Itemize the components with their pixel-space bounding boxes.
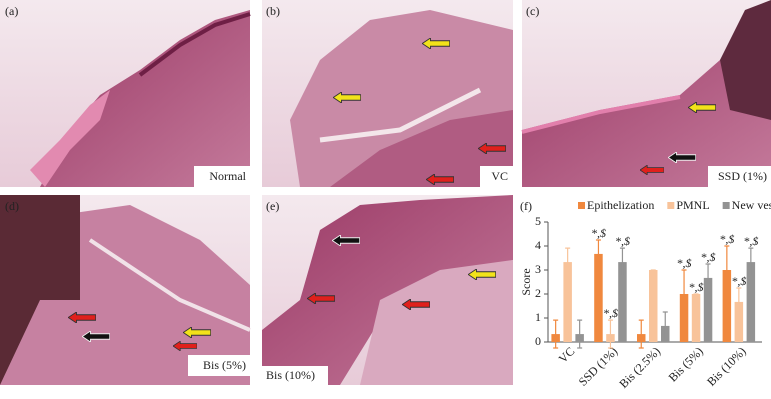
- error-bar: [619, 247, 625, 277]
- bar: [618, 262, 627, 342]
- significance-label: *,$: [689, 280, 704, 294]
- panel-a-image: [0, 0, 251, 187]
- caption-box: [188, 355, 250, 376]
- bar: [594, 253, 603, 342]
- panel-b-image: [262, 0, 513, 187]
- y-tick-label: 2: [535, 286, 541, 300]
- panel-caption: Bis (5%): [203, 358, 246, 372]
- y-tick-label: 1: [535, 310, 541, 324]
- legend-swatch: [722, 202, 730, 209]
- error-bar: [638, 319, 644, 349]
- error-bar: [724, 245, 730, 295]
- bar: [703, 277, 713, 342]
- error-bar: [681, 269, 687, 319]
- y-tick-label: 3: [535, 262, 541, 276]
- x-tick-label: Bis (2.5%): [616, 344, 663, 391]
- y-tick-label: 5: [535, 214, 541, 228]
- legend-label: PMNL: [676, 198, 709, 212]
- panel-letter: (b): [266, 4, 280, 18]
- bar: [691, 294, 701, 342]
- error-bar: [736, 287, 742, 317]
- caption-box: [262, 366, 328, 385]
- panel-letter: (a): [5, 4, 18, 18]
- bar: [734, 301, 744, 342]
- significance-label: *,$: [591, 226, 606, 240]
- error-bar: [595, 239, 601, 269]
- error-bar: [607, 319, 613, 349]
- error-bar: [748, 247, 754, 277]
- y-tick-label: 0: [535, 334, 541, 348]
- legend-swatch: [578, 202, 585, 209]
- x-tick-label: VC: [556, 344, 578, 366]
- significance-label: *,$: [731, 274, 746, 288]
- legend-label: Epithelization: [587, 198, 654, 212]
- panel-letter: (e): [266, 199, 279, 213]
- legend-label: New vessels: [732, 198, 771, 212]
- significance-label: *,$: [701, 250, 716, 264]
- panel-letter: (d): [5, 199, 19, 213]
- panel-caption: Normal: [209, 169, 246, 183]
- significance-label: *,$: [719, 232, 734, 246]
- panel-d-image: [0, 195, 251, 385]
- significance-label: *,$: [677, 256, 692, 270]
- significance-label: *,$: [615, 234, 630, 248]
- bar: [649, 270, 658, 342]
- significance-label: *,$: [743, 234, 758, 248]
- y-tick-label: 4: [535, 238, 541, 252]
- panel-c-image: [521, 0, 771, 187]
- error-bar: [577, 319, 583, 349]
- bar: [746, 262, 756, 342]
- y-axis-label: Score: [519, 268, 533, 295]
- panel-e-image: [262, 195, 513, 385]
- panel-letter: (c): [526, 4, 539, 18]
- caption-box: [708, 166, 771, 187]
- panel-caption: Bis (10%): [266, 368, 315, 382]
- error-bar: [565, 247, 571, 277]
- significance-label: *,$: [603, 306, 618, 320]
- caption-box: [194, 166, 250, 187]
- bar: [563, 262, 572, 342]
- error-bar: [705, 263, 711, 293]
- panel-caption: VC: [491, 169, 508, 183]
- x-tick-label: SSD (1%): [576, 344, 621, 389]
- error-bar: [553, 319, 559, 349]
- x-tick-label: Bis (10%): [704, 344, 749, 389]
- bar: [722, 270, 732, 342]
- legend-swatch: [667, 202, 675, 209]
- x-tick-label: Bis (5%): [666, 344, 706, 384]
- panel-letter: (f): [520, 199, 532, 213]
- panel-caption: SSD (1%): [718, 169, 767, 183]
- caption-box: [480, 166, 513, 187]
- error-bar: [662, 311, 668, 341]
